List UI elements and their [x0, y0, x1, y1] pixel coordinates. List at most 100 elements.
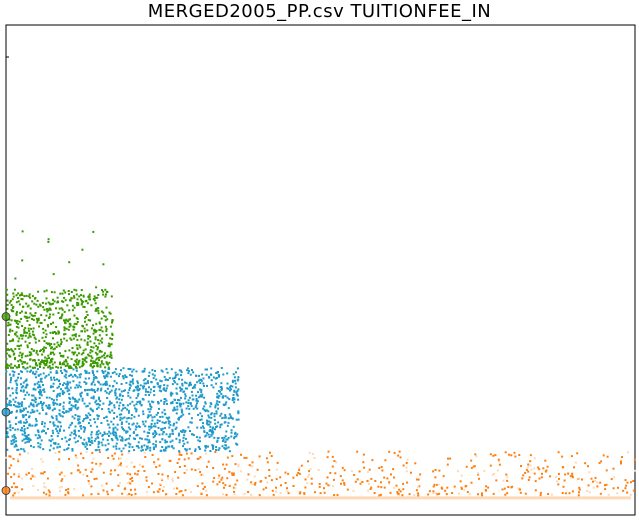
data-point — [137, 388, 140, 391]
data-point — [354, 480, 357, 483]
data-point — [380, 466, 383, 468]
data-point — [231, 381, 234, 384]
data-point — [9, 394, 12, 397]
data-point — [95, 449, 98, 452]
data-point — [42, 448, 45, 451]
data-point — [75, 289, 78, 292]
data-point — [17, 376, 19, 379]
data-point — [158, 488, 161, 491]
data-point — [108, 435, 110, 437]
data-point — [451, 492, 454, 494]
data-point — [178, 432, 181, 435]
data-point — [22, 385, 24, 388]
data-point — [114, 432, 117, 435]
data-point — [63, 429, 65, 432]
data-point — [33, 373, 36, 376]
data-point — [91, 468, 94, 471]
data-point — [112, 457, 115, 460]
data-point — [42, 359, 45, 362]
data-point — [15, 410, 18, 413]
data-point — [408, 493, 411, 496]
data-point — [146, 380, 149, 383]
data-point — [30, 327, 33, 330]
data-point — [80, 289, 83, 291]
data-point — [633, 458, 636, 461]
data-point — [182, 429, 185, 432]
data-point — [55, 307, 57, 310]
data-point — [76, 301, 79, 304]
data-point — [145, 448, 147, 451]
data-point — [191, 386, 194, 389]
data-point — [59, 414, 62, 417]
data-point — [87, 480, 90, 482]
data-point — [20, 310, 23, 313]
data-point — [160, 390, 163, 393]
data-point — [25, 302, 28, 305]
data-point — [228, 485, 231, 487]
data-point — [86, 447, 89, 450]
data-point — [402, 464, 405, 467]
data-point — [70, 422, 73, 425]
data-point — [514, 455, 517, 458]
data-point — [123, 416, 126, 419]
data-point — [374, 480, 377, 482]
data-point — [52, 337, 54, 340]
data-point — [298, 467, 301, 469]
data-point — [504, 451, 507, 454]
data-point — [203, 405, 206, 408]
data-point — [161, 415, 164, 418]
data-point — [206, 432, 209, 434]
data-point — [52, 403, 55, 406]
data-point — [21, 426, 23, 429]
data-point — [24, 355, 27, 358]
data-point — [105, 306, 108, 309]
data-point — [185, 448, 188, 451]
data-point — [96, 296, 99, 299]
data-point — [79, 376, 82, 379]
data-point — [220, 478, 223, 481]
data-point — [358, 470, 361, 473]
data-point — [221, 387, 223, 390]
data-point — [190, 468, 193, 471]
data-point — [398, 488, 401, 491]
data-point — [27, 295, 30, 298]
data-point — [143, 430, 146, 433]
data-point — [22, 305, 25, 308]
data-point — [17, 448, 20, 451]
data-point — [147, 375, 150, 377]
data-point — [24, 327, 27, 329]
data-point — [56, 393, 59, 396]
data-point — [506, 476, 509, 479]
data-point — [393, 451, 396, 454]
data-point — [153, 390, 155, 392]
data-point — [69, 337, 72, 340]
data-point — [190, 491, 192, 494]
data-point — [56, 430, 59, 433]
data-point — [64, 364, 67, 367]
data-point — [137, 441, 140, 444]
data-point — [148, 371, 151, 374]
data-point — [20, 389, 23, 392]
data-point — [57, 330, 60, 333]
data-point — [97, 294, 100, 296]
data-point — [69, 408, 72, 411]
data-point — [7, 472, 9, 475]
data-point — [222, 463, 225, 466]
data-point — [34, 401, 37, 404]
data-point — [29, 354, 31, 357]
data-point — [203, 408, 206, 411]
data-point — [20, 356, 23, 359]
data-point — [157, 400, 159, 403]
data-point — [353, 474, 356, 476]
data-point — [187, 399, 190, 402]
data-point — [181, 494, 184, 497]
data-point — [203, 396, 206, 399]
data-point — [62, 407, 65, 410]
data-point — [231, 417, 234, 420]
data-point — [280, 484, 282, 487]
data-point — [184, 437, 187, 440]
data-point — [627, 451, 629, 454]
data-point — [122, 407, 125, 410]
data-point — [57, 420, 60, 423]
data-point — [97, 309, 100, 312]
